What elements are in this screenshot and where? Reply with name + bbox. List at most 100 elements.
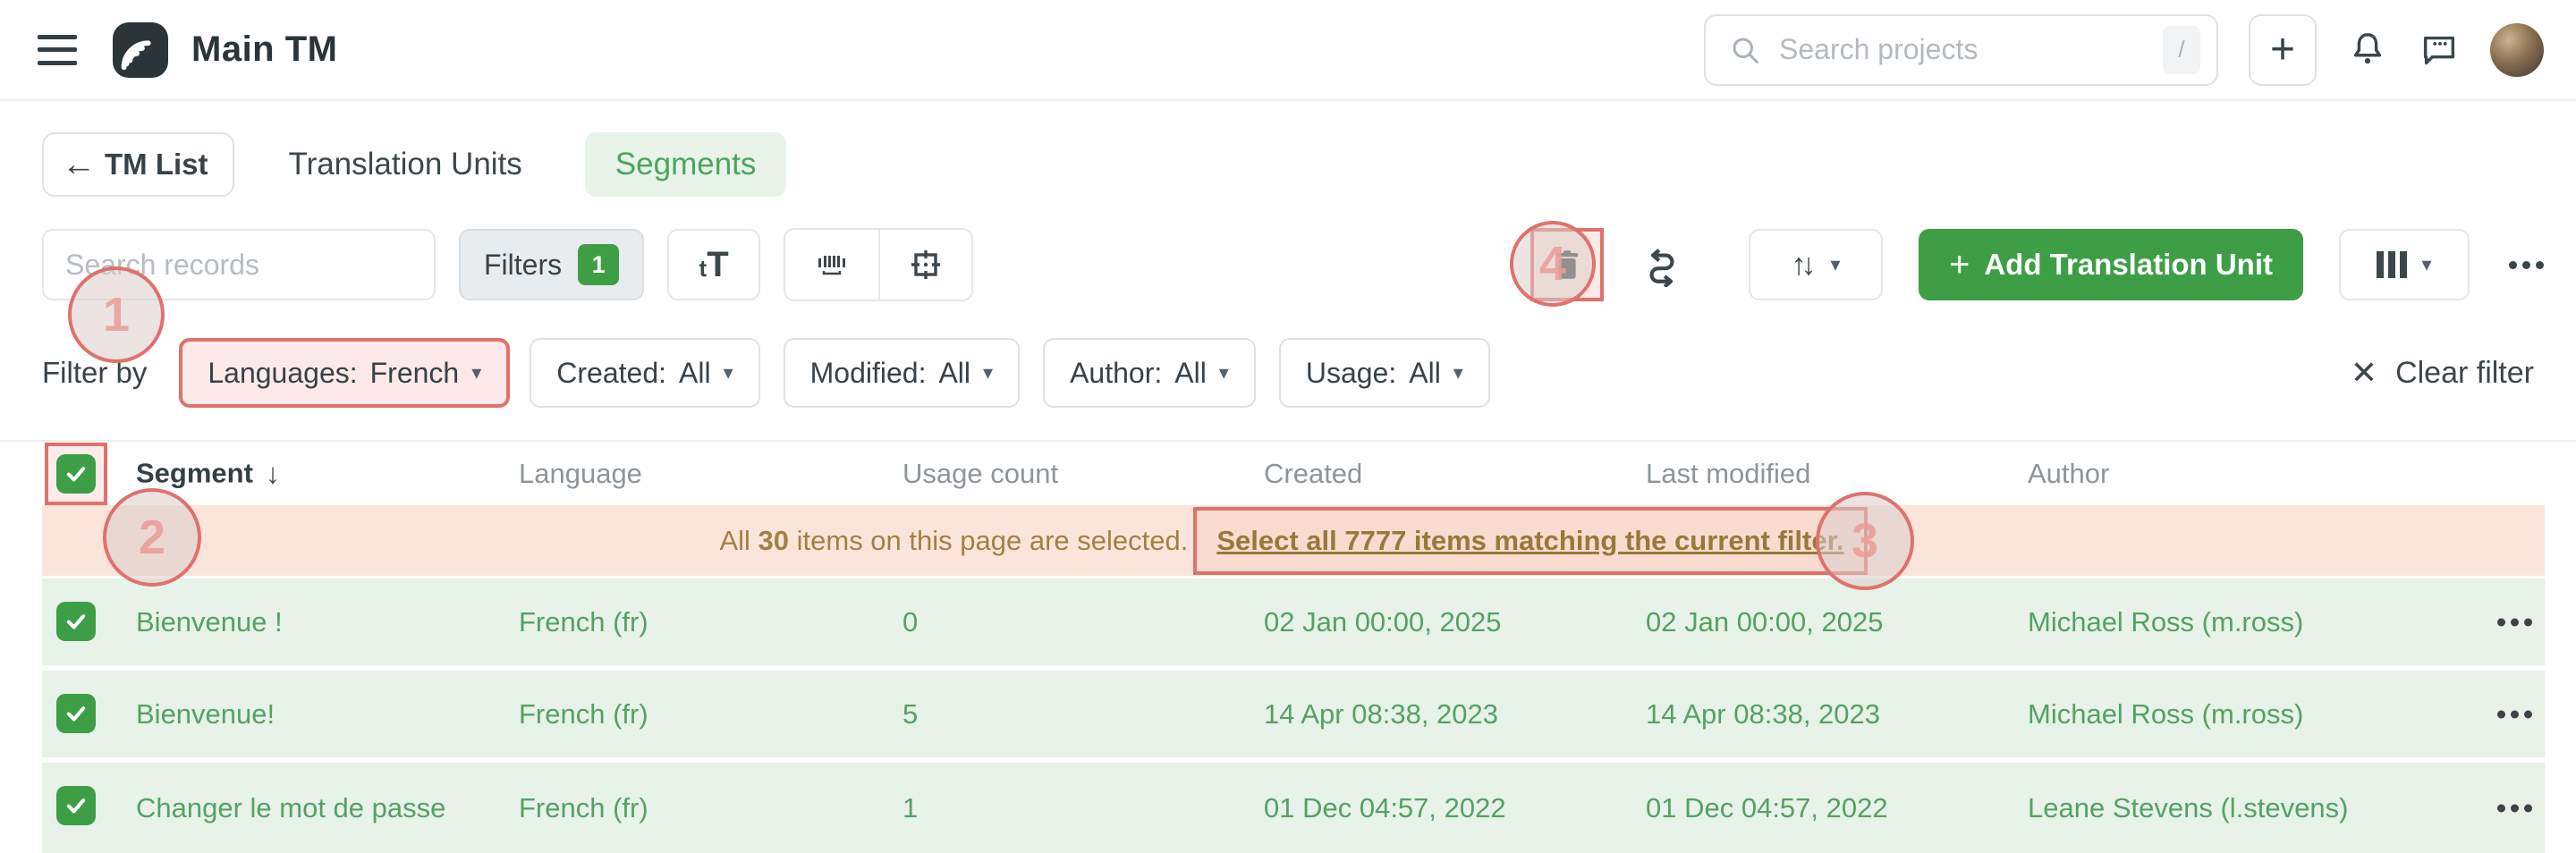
column-header-usage-count[interactable]: Usage count [902,457,1059,489]
feedback-button[interactable] [2419,30,2460,71]
search-projects-input[interactable] [1779,33,2163,66]
column-header-created[interactable]: Created [1264,457,1363,489]
filter-value: All [1174,356,1207,389]
logo-swirl-icon [121,39,151,70]
usage-count-value: 5 [902,697,919,730]
close-icon: ✕ [2350,354,2378,391]
language-value: French (fr) [519,791,648,823]
usage-count-value: 1 [902,791,919,823]
barcode-view-button[interactable] [785,230,879,300]
filter-label: Languages: [208,356,358,389]
tab-segments[interactable]: Segments [584,132,787,197]
search-records-input[interactable] [65,248,412,282]
user-avatar[interactable] [2490,22,2544,77]
table-row[interactable]: Bienvenue ! French (fr) 0 02 Jan 00:00, … [42,579,2545,665]
add-translation-unit-label: Add Translation Unit [1984,248,2273,281]
language-value: French (fr) [519,605,648,638]
filter-value: All [938,356,971,389]
author-value: Michael Ross (m.ross) [2028,605,2304,638]
tab-translation-units[interactable]: Translation Units [288,147,522,182]
swap-arrows-icon [1649,249,1674,287]
sort-button[interactable]: ↑↓ ▾ [1748,229,1883,300]
table-row[interactable]: Bienvenue! French (fr) 5 14 Apr 08:38, 2… [42,671,2545,757]
row-menu-button[interactable] [2497,710,2532,718]
select-all-matching-link[interactable]: Select all 7777 items matching the curre… [1216,524,1844,556]
created-value: 02 Jan 00:00, 2025 [1264,605,1502,638]
columns-button[interactable]: ▾ [2339,229,2470,300]
delete-selected-highlight[interactable] [1530,228,1604,301]
filter-modified-dropdown[interactable]: Modified: All ▾ [783,338,1021,408]
replace-button[interactable] [1640,242,1684,287]
select-all-checkbox[interactable] [56,454,96,494]
filter-value: All [1409,356,1441,389]
row-menu-button[interactable] [2497,618,2532,626]
created-value: 01 Dec 04:57, 2022 [1264,791,1506,823]
usage-count-value: 0 [902,605,919,638]
segments-toolbar: Filters 1 tT [42,228,2544,301]
filter-label: Created: [556,356,666,389]
column-header-last-modified[interactable]: Last modified [1646,457,1811,489]
filter-by-label: Filter by [42,356,148,389]
filter-label: Author: [1070,356,1163,389]
letter-case-icon: tT [699,244,729,284]
search-icon [1733,38,1758,63]
record-search[interactable] [42,229,436,300]
filter-usage-dropdown[interactable]: Usage: All ▾ [1278,338,1490,408]
shortcut-badge: / [2163,25,2200,74]
filters-label: Filters [484,248,563,281]
top-bar: Main TM / + [0,0,2576,101]
chevron-down-icon: ▾ [1218,361,1229,384]
filter-value: All [679,356,711,389]
modified-value: 14 Apr 08:38, 2023 [1646,697,1881,730]
segment-text[interactable]: Bienvenue ! [136,605,283,638]
column-header-author[interactable]: Author [2028,457,2110,489]
filter-author-dropdown[interactable]: Author: All ▾ [1043,338,1256,408]
selection-banner: All 30 items on this page are selected. … [42,505,2545,576]
check-icon [66,467,86,482]
column-header-segment[interactable]: Segment ↓ [136,457,280,489]
app-logo[interactable] [113,21,168,78]
chat-bubble-icon [2423,36,2455,64]
check-icon [66,706,86,722]
filter-created-dropdown[interactable]: Created: All ▾ [530,338,760,408]
page-title: Main TM [191,30,338,69]
match-case-button[interactable]: tT [667,229,761,300]
back-to-tm-list-button[interactable]: ← TM List [42,132,235,197]
add-translation-unit-button[interactable]: + Add Translation Unit [1918,229,2303,300]
more-actions-button[interactable] [2509,260,2544,269]
row-menu-button[interactable] [2497,804,2532,812]
filters-button[interactable]: Filters 1 [459,229,645,300]
view-nav: ← TM List Translation Units Segments [42,132,787,197]
filter-bar: Filter by Languages: French ▾ Created: A… [42,337,2534,409]
columns-icon [2377,251,2408,278]
row-checkbox[interactable] [56,694,96,733]
select-all-link-highlight: Select all 7777 items matching the curre… [1193,506,1868,575]
chevron-down-icon: ▾ [983,361,994,384]
sort-desc-icon: ↓ [265,457,280,489]
row-checkbox[interactable] [56,786,96,825]
focus-view-button[interactable] [878,230,972,300]
filter-label: Modified: [809,356,927,389]
table-row[interactable]: Changer le mot de passe French (fr) 1 01… [42,763,2545,853]
chevron-down-icon: ▾ [1830,253,1841,275]
filters-count-badge: 1 [578,244,620,285]
check-icon [66,614,86,629]
filter-languages-dropdown[interactable]: Languages: French ▾ [179,338,511,408]
row-checkbox[interactable] [56,602,96,641]
create-new-button[interactable]: + [2249,13,2317,86]
banner-text: All 30 items on this page are selected. [719,524,1189,556]
barcode-icon [818,256,846,275]
view-mode-group [784,228,974,301]
table-header: Segment ↓ Language Usage count Created L… [0,440,2576,505]
crosshair-frame-icon [911,250,941,279]
select-all-checkbox-highlight [45,443,107,505]
segment-text[interactable]: Changer le mot de passe [136,791,446,823]
modified-value: 01 Dec 04:57, 2022 [1646,791,1888,823]
check-icon [66,798,86,814]
hamburger-menu-icon[interactable] [38,34,77,65]
clear-filter-button[interactable]: ✕ Clear filter [2351,354,2534,392]
segment-text[interactable]: Bienvenue! [136,697,275,730]
notifications-button[interactable] [2347,30,2388,71]
project-search[interactable]: / [1704,13,2218,86]
column-header-language[interactable]: Language [519,457,642,489]
